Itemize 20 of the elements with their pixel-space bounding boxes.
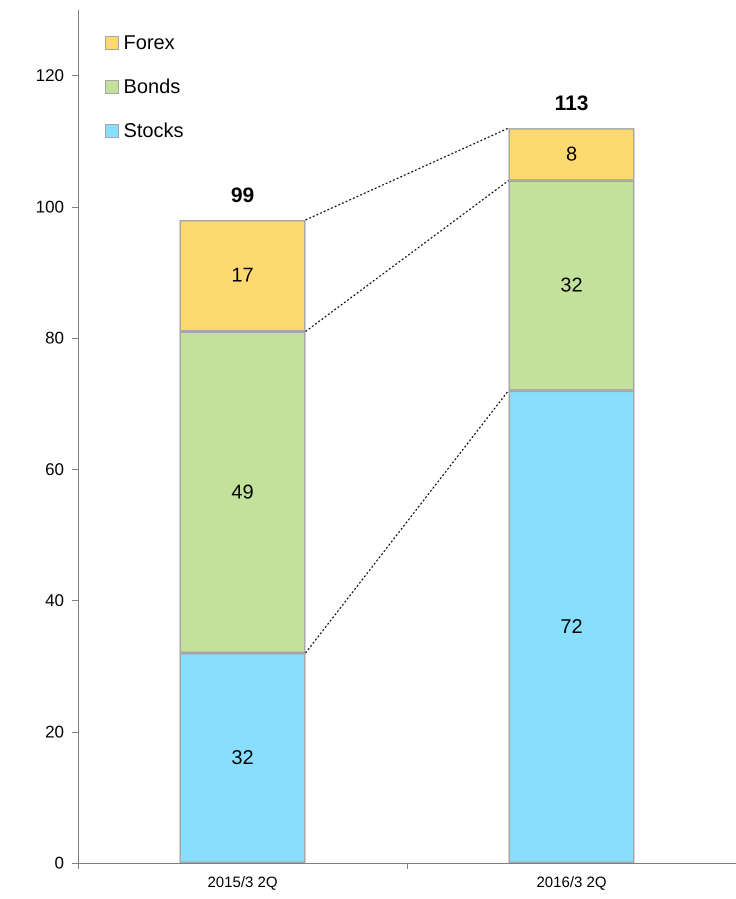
legend-label: Stocks bbox=[124, 120, 184, 142]
y-tick-label: 40 bbox=[45, 591, 64, 610]
total-label: 113 bbox=[554, 92, 588, 116]
y-tick-label: 80 bbox=[45, 328, 64, 348]
data-label: 17 bbox=[231, 264, 254, 287]
y-tick-label: 60 bbox=[45, 460, 64, 479]
y-tick-label: 20 bbox=[45, 722, 64, 742]
data-label: 8 bbox=[566, 143, 578, 166]
legend-label: Bonds bbox=[124, 76, 180, 98]
legend-label: Forex bbox=[124, 32, 175, 54]
x-tick-label: 2015/3 2Q bbox=[207, 874, 278, 891]
data-label: 32 bbox=[231, 747, 254, 770]
x-tick-label: 2016/3 2Q bbox=[536, 874, 607, 891]
y-tick-label: 100 bbox=[36, 197, 64, 216]
data-label: 72 bbox=[560, 616, 583, 638]
y-tick-label: 0 bbox=[54, 854, 64, 872]
total-label: 99 bbox=[230, 184, 254, 207]
y-tick-label: 120 bbox=[36, 66, 64, 86]
data-label: 49 bbox=[231, 481, 254, 504]
data-label: 32 bbox=[560, 274, 583, 297]
